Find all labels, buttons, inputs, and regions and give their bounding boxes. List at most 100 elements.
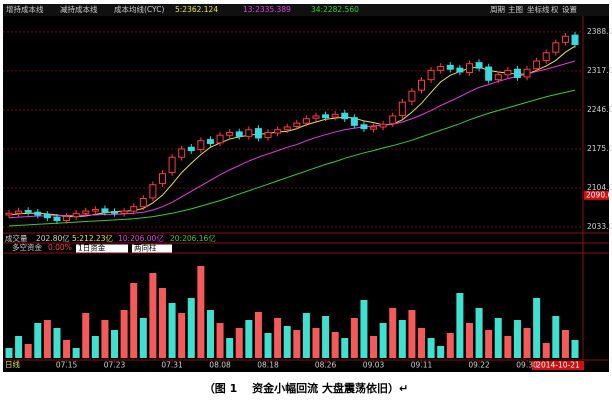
- fund-bar: [15, 336, 23, 358]
- fund-bar: [456, 293, 464, 358]
- legend-label: 5:2362.124: [175, 5, 218, 14]
- fund-bar: [437, 346, 445, 358]
- candle-body: [437, 65, 445, 71]
- fund-bar: [120, 310, 128, 358]
- toolbar: [3, 4, 609, 16]
- fund-bar: [465, 323, 473, 358]
- candle-body: [34, 211, 42, 216]
- fund-bar: [72, 348, 80, 358]
- fund-bar: [235, 328, 243, 358]
- candle-body: [418, 79, 426, 91]
- fund-bar: [322, 316, 330, 358]
- candle-body: [82, 210, 90, 214]
- fund-bar: [513, 320, 521, 358]
- dropdown[interactable]: [76, 244, 128, 253]
- fund-bar: [533, 298, 541, 358]
- fund-bar: [43, 320, 51, 358]
- candle-body: [322, 114, 330, 119]
- fund-bar: [63, 340, 71, 358]
- x-tick-label: 08.26: [315, 361, 337, 370]
- candle-body: [302, 118, 310, 124]
- fund-bar: [274, 318, 282, 358]
- volume-value: 202.80亿: [36, 233, 70, 243]
- fund-bar: [158, 288, 166, 358]
- x-tick-label: 09.11: [411, 361, 433, 370]
- toolbar-button[interactable]: 主图: [508, 4, 523, 14]
- fund-bar: [130, 283, 138, 358]
- candle-body: [513, 68, 521, 78]
- toolbar-button[interactable]: 周期: [490, 5, 505, 14]
- fund-bar: [197, 266, 205, 358]
- candle-body: [91, 208, 99, 212]
- fund-bar: [206, 310, 214, 358]
- candle-body: [523, 68, 531, 78]
- dropdown-label[interactable]: 两向柱: [134, 243, 157, 253]
- fund-bar: [283, 326, 291, 358]
- fund-bar: [302, 313, 310, 358]
- candle-body: [542, 52, 550, 61]
- fund-bar: [475, 308, 483, 358]
- fund-bar: [542, 343, 550, 358]
- x-tick-label: 09.03: [363, 361, 385, 370]
- period-label[interactable]: 日线: [5, 359, 20, 369]
- candle-body: [197, 140, 205, 151]
- candle-body: [370, 126, 378, 130]
- candle-body: [485, 66, 493, 81]
- y-tick-label: 2104.0: [587, 183, 612, 192]
- indicator-label[interactable]: 成本均线(CYC): [114, 4, 164, 14]
- fund-bar: [34, 323, 42, 358]
- fund-bar: [494, 318, 502, 358]
- dropdown[interactable]: [132, 244, 172, 253]
- volume-ma: 20:206.16亿: [170, 233, 216, 243]
- fund-bar: [101, 320, 109, 358]
- fund-bar: [485, 330, 493, 358]
- volume-label: 成交量: [5, 233, 28, 243]
- indicator-label[interactable]: 减持成本线: [60, 4, 98, 14]
- fund-bar: [293, 330, 301, 358]
- fund-value: 0.00%: [48, 243, 72, 252]
- y-tick-label: 2317.0: [587, 66, 612, 75]
- candle-body: [254, 128, 262, 139]
- fund-bar: [389, 308, 397, 358]
- candle-body: [341, 112, 349, 120]
- candle-body: [5, 212, 13, 216]
- y-tick-label: 2175.0: [587, 144, 612, 153]
- fund-bar: [379, 323, 387, 358]
- candle-body: [465, 63, 473, 74]
- candle-body: [379, 123, 387, 128]
- candle-body: [53, 216, 61, 221]
- fund-bar: [350, 318, 358, 358]
- x-tick-label: 09.22: [468, 361, 490, 370]
- fund-bar: [216, 323, 224, 358]
- candle-body: [456, 67, 464, 73]
- candle-body: [226, 131, 234, 136]
- y-tick-label: 2033.0: [587, 222, 612, 231]
- candle-body: [446, 64, 454, 70]
- dropdown-label[interactable]: 1日资金: [78, 243, 106, 253]
- candle-body: [312, 115, 320, 119]
- candle-body: [533, 60, 541, 70]
- ma-line: [8, 60, 576, 219]
- candle-body: [139, 197, 147, 208]
- fund-bar: [226, 338, 234, 358]
- fund-bar: [178, 313, 186, 358]
- candle-body: [111, 211, 119, 214]
- toolbar-button[interactable]: 设置: [562, 4, 577, 14]
- fund-bar: [427, 338, 435, 358]
- legend-label: 13:2335.389: [243, 5, 291, 14]
- candle-body: [15, 210, 23, 214]
- cursor-price-box: [584, 190, 609, 200]
- x-tick-label: 07.15: [56, 361, 78, 370]
- toolbar-button[interactable]: 权: [551, 4, 559, 14]
- ma-line: [8, 89, 576, 227]
- candle-body: [571, 34, 579, 45]
- candle-body: [245, 129, 253, 137]
- indicator-label[interactable]: 增持成本线: [6, 4, 44, 14]
- fund-bar: [331, 332, 339, 358]
- fund-bar: [254, 312, 262, 358]
- candle-body: [24, 210, 32, 213]
- fund-bar: [82, 313, 90, 358]
- toolbar-button[interactable]: 坐标线: [527, 4, 550, 14]
- candle-body: [552, 42, 560, 53]
